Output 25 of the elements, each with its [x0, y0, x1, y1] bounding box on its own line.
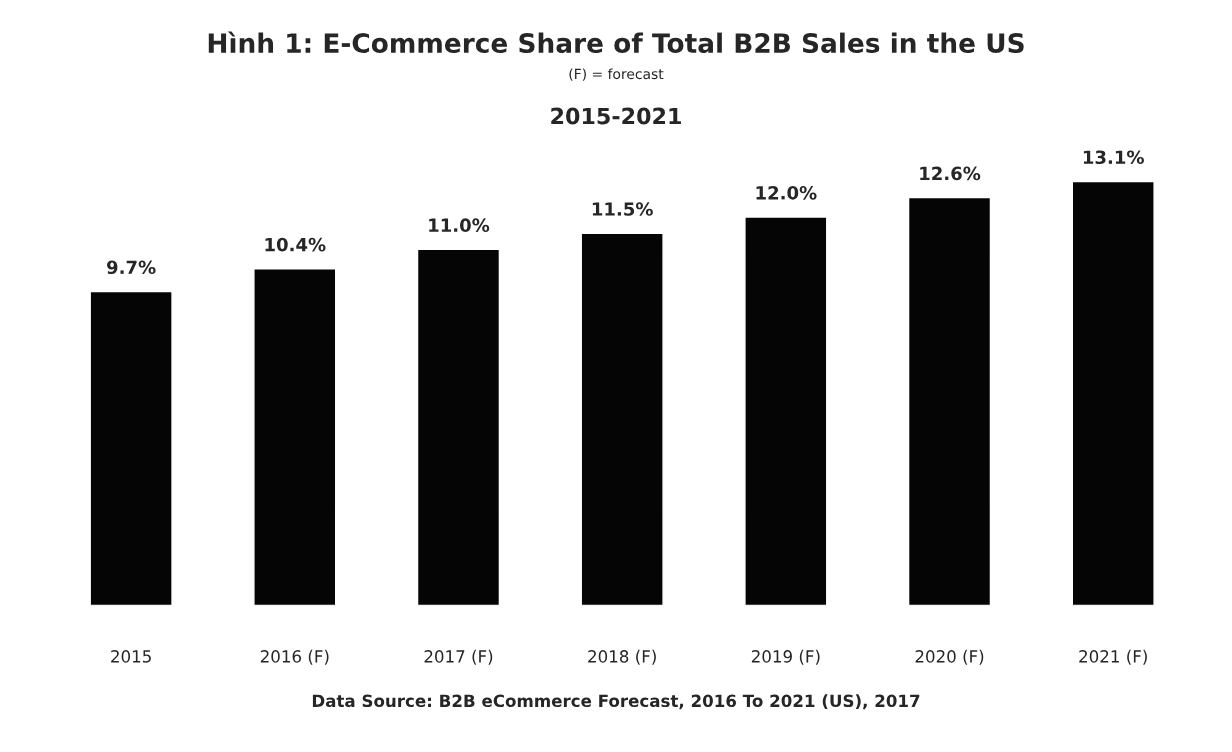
data-label: 9.7%: [107, 260, 156, 275]
bar: [1071, 180, 1155, 606]
bar: [744, 216, 828, 606]
chart-subtitle: (F) = forecast: [569, 68, 664, 81]
x-tick-label: 2020 (F): [915, 649, 984, 665]
bar: [416, 248, 501, 606]
data-label: 11.5%: [592, 202, 653, 216]
data-label: 11.0%: [429, 218, 490, 233]
bar: [907, 196, 992, 606]
bar: [580, 232, 664, 606]
chart-title: Hình 1: E-Commerce Share of Total B2B Sales in the US: [208, 31, 1024, 54]
bar: [253, 268, 337, 606]
x-tick-label: 2015: [111, 650, 151, 663]
source-note: Data Source: B2B eCommerce Forecast, 2016 To 2021 (US), 2017: [312, 694, 920, 710]
text: 2015-2021: [551, 107, 681, 125]
x-tick-label: 2021 (F): [1079, 649, 1147, 665]
x-tick-label: 2016 (F): [260, 649, 329, 665]
x-tick-label: 2017 (F): [424, 649, 493, 665]
data-label: 10.4%: [265, 237, 326, 252]
data-label: 12.0%: [756, 185, 817, 200]
x-tick-label: 2018 (F): [588, 649, 656, 665]
bar: [89, 290, 173, 606]
data-label: 13.1%: [1083, 150, 1144, 165]
x-tick-label: 2019 (F): [751, 649, 820, 665]
data-label: 12.6%: [920, 166, 981, 181]
